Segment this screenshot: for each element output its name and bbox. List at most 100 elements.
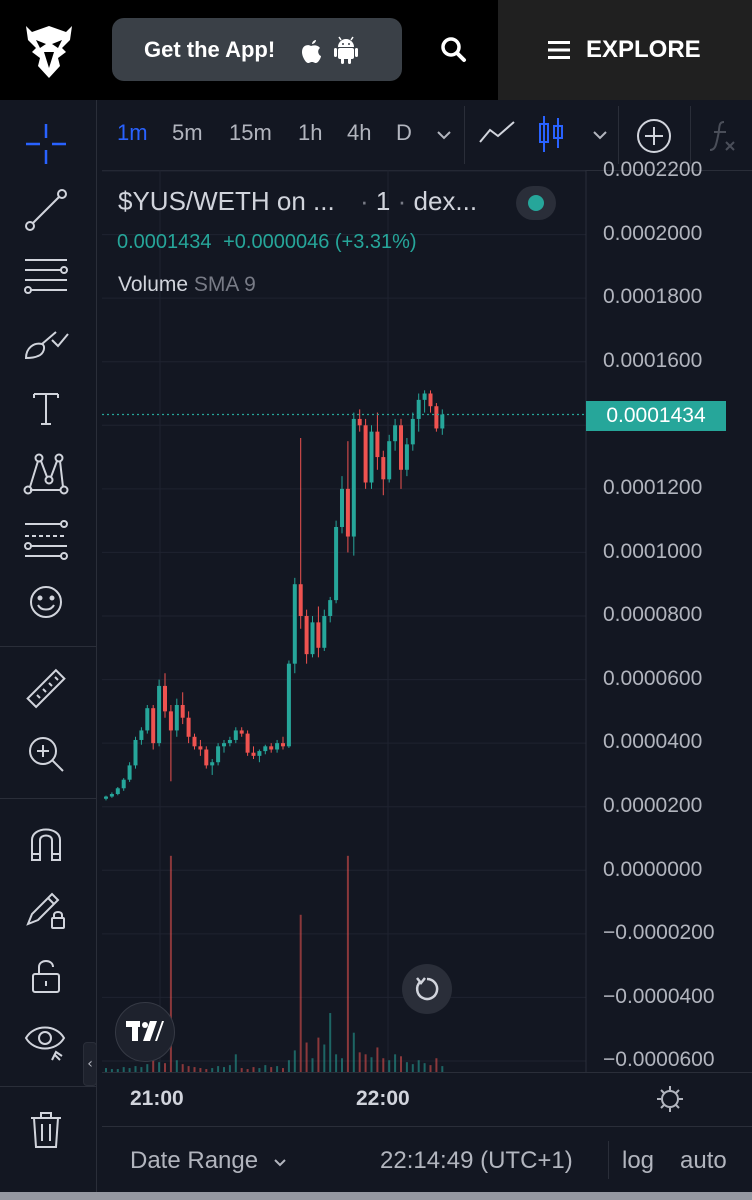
candle-body	[428, 393, 433, 407]
volume-bar	[441, 1066, 444, 1072]
candle-body	[163, 685, 167, 712]
timeframe-4h[interactable]: 4h	[347, 120, 372, 145]
volume-bar	[264, 1065, 267, 1072]
toolbar-divider	[0, 798, 96, 799]
candlestick-chart-icon[interactable]	[536, 114, 566, 154]
volume-bar	[146, 1064, 149, 1072]
forecast-icon[interactable]	[22, 516, 70, 564]
trend-line-icon[interactable]	[22, 186, 70, 234]
price-tick-label: 0.0000000	[603, 857, 703, 881]
add-indicator-icon[interactable]	[636, 118, 672, 154]
candle-body	[115, 788, 120, 794]
clock-timezone[interactable]: 22:14:49 (UTC+1)	[380, 1147, 573, 1174]
date-range-button[interactable]: Date Range	[130, 1147, 287, 1175]
current-price-tag: 0.0001434	[586, 401, 726, 431]
volume-bar	[358, 1052, 361, 1072]
candle-body	[434, 406, 439, 429]
line-chart-icon[interactable]	[478, 118, 516, 148]
settings-gear-icon[interactable]	[656, 1085, 684, 1113]
candle-body	[275, 743, 280, 750]
volume-bar	[134, 1066, 137, 1072]
candle-body	[139, 730, 144, 740]
trash-icon[interactable]	[22, 1106, 70, 1154]
volume-bar	[240, 1068, 243, 1072]
volume-bar	[158, 1062, 161, 1072]
get-app-label: Get the App!	[144, 36, 276, 62]
candle-body	[334, 527, 339, 601]
volume-bar	[323, 1044, 326, 1072]
candle-body	[292, 584, 297, 664]
price-chart[interactable]	[102, 170, 752, 1072]
market-status-indicator[interactable]	[516, 186, 556, 220]
volume-bar	[252, 1067, 255, 1072]
log-scale-toggle[interactable]: log	[622, 1147, 655, 1174]
candle-body	[269, 746, 274, 750]
drawing-toolbar	[0, 100, 97, 1200]
bottom-toolbar: Date Range 22:14:49 (UTC+1) log auto	[102, 1126, 752, 1193]
candle-body	[216, 746, 221, 763]
timeframe-15m[interactable]: 15m	[229, 120, 272, 145]
unlock-icon[interactable]	[22, 952, 70, 1000]
candle-body	[369, 431, 374, 483]
magnet-icon[interactable]	[22, 820, 70, 868]
price-tick-label: 0.0001200	[603, 476, 703, 499]
symbol-legend[interactable]: $YUS/WETH on ... · 1 · dex...	[118, 186, 478, 216]
candle-body	[104, 796, 108, 799]
collapse-toolbar-button[interactable]: ‹	[83, 1042, 97, 1086]
candle-body	[222, 743, 226, 747]
volume-bar	[352, 1032, 355, 1072]
volume-bar	[193, 1067, 196, 1072]
timeframe-chevron-down-icon[interactable]	[436, 130, 452, 140]
timeframe-1m[interactable]: 1m	[117, 120, 148, 145]
volume-bar	[435, 1058, 438, 1072]
candle-body	[381, 457, 386, 480]
get-app-button[interactable]: Get the App!	[112, 18, 402, 81]
date-range-label: Date Range	[130, 1147, 259, 1174]
volume-bar	[140, 1067, 143, 1072]
volume-bar	[270, 1067, 273, 1072]
eye-hide-icon[interactable]	[22, 1018, 70, 1066]
reset-chart-icon[interactable]	[402, 964, 452, 1014]
toolbar-divider	[618, 106, 619, 164]
toolbar-divider	[464, 106, 465, 164]
lock-drawings-icon[interactable]	[22, 886, 70, 934]
candle-body	[204, 749, 209, 766]
candle-body	[440, 414, 445, 429]
volume-bar	[276, 1066, 279, 1072]
timeframe-5m[interactable]: 5m	[172, 120, 203, 145]
toolbar-divider	[690, 106, 691, 164]
brush-icon[interactable]	[22, 318, 70, 366]
time-axis[interactable]: 21:00 22:00	[102, 1072, 752, 1127]
volume-bar	[116, 1069, 119, 1072]
pattern-icon[interactable]	[22, 450, 70, 498]
legend-exchange: dex...	[413, 186, 478, 216]
fib-lines-icon[interactable]	[22, 252, 70, 300]
emoji-icon[interactable]	[22, 578, 70, 626]
price-tick-label: 0.0002000	[603, 221, 703, 245]
volume-bar	[181, 1064, 184, 1072]
crosshair-icon[interactable]	[22, 120, 70, 168]
volume-legend[interactable]: Volume SMA 9	[118, 273, 256, 297]
zoom-in-icon[interactable]	[22, 730, 70, 778]
ruler-icon[interactable]	[22, 666, 70, 714]
volume-bar	[205, 1069, 208, 1072]
symbol-name: $YUS/WETH on ...	[118, 186, 335, 216]
volume-bar	[311, 1058, 314, 1072]
volume-bar	[388, 1060, 391, 1072]
volume-bar	[199, 1068, 202, 1072]
timeframe-1h[interactable]: 1h	[298, 120, 323, 145]
candle-body	[168, 711, 173, 731]
candle-body	[310, 622, 315, 655]
timeframe-d[interactable]: D	[396, 120, 412, 145]
chart-type-chevron-down-icon[interactable]	[592, 130, 608, 140]
tradingview-logo-icon[interactable]	[115, 1002, 175, 1062]
auto-scale-toggle[interactable]: auto	[680, 1147, 727, 1174]
candle-body	[186, 717, 191, 737]
text-tool-icon[interactable]	[22, 384, 70, 432]
volume-bar	[335, 1054, 338, 1072]
formula-icon[interactable]	[708, 118, 738, 154]
price-tick-label: 0.0001000	[603, 539, 703, 563]
explore-menu-button[interactable]: EXPLORE	[498, 0, 752, 100]
search-icon[interactable]	[438, 34, 470, 66]
eagle-logo-icon[interactable]	[22, 22, 76, 80]
